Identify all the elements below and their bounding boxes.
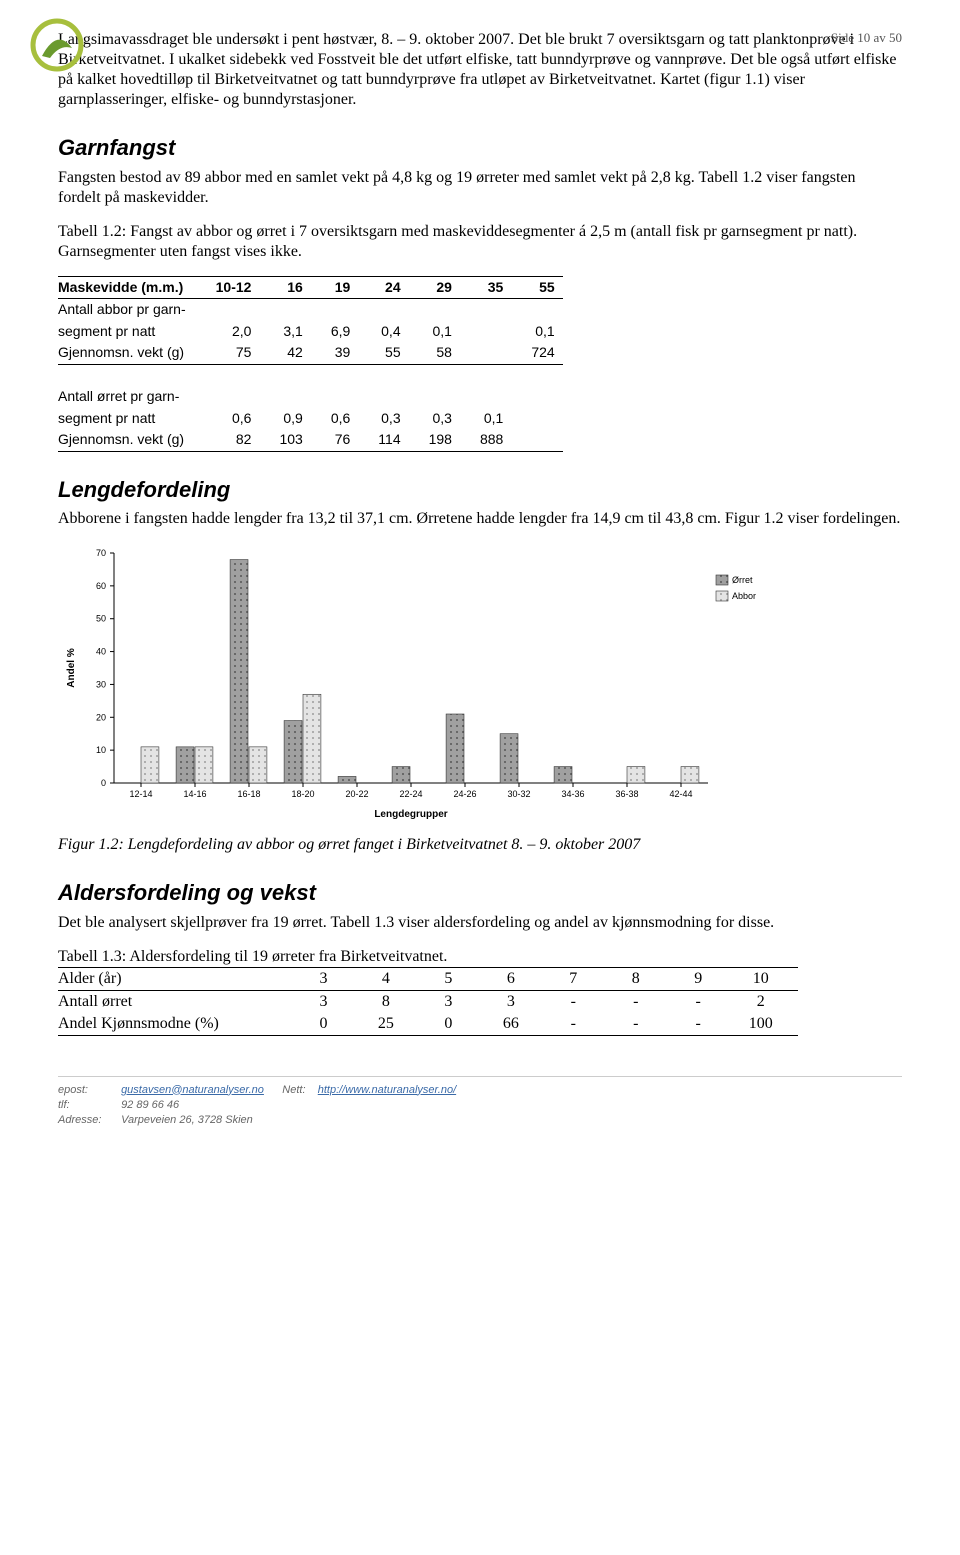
svg-text:Ørret: Ørret [732,575,753,585]
svg-text:22-24: 22-24 [399,789,422,799]
footer-tlf: 92 89 66 46 [121,1099,179,1111]
garnfangst-heading: Garnfangst [58,134,902,162]
aldersfordeling-heading: Aldersfordeling og vekst [58,879,902,907]
svg-text:30-32: 30-32 [507,789,530,799]
svg-text:Andel %: Andel % [66,648,77,688]
svg-text:16-18: 16-18 [237,789,260,799]
footer-adresse-label: Adresse: [58,1113,118,1128]
svg-text:Lengdegrupper: Lengdegrupper [374,809,447,820]
svg-text:14-16: 14-16 [183,789,206,799]
footer-adresse: Varpeveien 26, 3728 Skien [121,1114,253,1126]
aldersfordeling-paragraph: Det ble analysert skjellprøver fra 19 ør… [58,913,902,933]
svg-text:36-38: 36-38 [615,789,638,799]
lengdefordeling-paragraph: Abborene i fangsten hadde lengder fra 13… [58,509,902,529]
table13-caption: Tabell 1.3: Aldersfordeling til 19 ørret… [58,947,902,967]
footer-epost-label: epost: [58,1083,118,1098]
lengdefordeling-heading: Lengdefordeling [58,476,902,504]
svg-text:20-22: 20-22 [345,789,368,799]
logo [30,18,84,72]
page-number: Side 10 av 50 [831,30,902,46]
svg-text:30: 30 [96,679,106,689]
svg-text:60: 60 [96,581,106,591]
page-footer: epost: gustavsen@naturanalyser.no Nett: … [58,1076,902,1129]
table12-caption: Tabell 1.2: Fangst av abbor og ørret i 7… [58,222,902,262]
svg-text:24-26: 24-26 [453,789,476,799]
svg-text:70: 70 [96,548,106,558]
svg-text:42-44: 42-44 [669,789,692,799]
footer-epost-link[interactable]: gustavsen@naturanalyser.no [121,1084,264,1096]
garnfangst-paragraph: Fangsten bestod av 89 abbor med en samle… [58,168,902,208]
table-1-3: Alder (år)345678910Antall ørret3833---2A… [58,967,798,1036]
svg-text:Abbor: Abbor [732,591,756,601]
footer-tlf-label: tlf: [58,1098,118,1113]
footer-nett-label: Nett: [282,1084,305,1096]
svg-text:40: 40 [96,647,106,657]
svg-text:50: 50 [96,614,106,624]
table-1-2: Maskevidde (m.m.)10-12161924293555Antall… [58,276,563,452]
length-distribution-chart: 0 10 20 30 40 50 60 70 Andel % 12-14 14-16 16-18 18-… [58,543,902,829]
intro-paragraph: Langsimavassdraget ble undersøkt i pent … [58,30,902,110]
footer-nett-link[interactable]: http://www.naturanalyser.no/ [318,1084,456,1096]
svg-text:20: 20 [96,712,106,722]
figure-caption: Figur 1.2: Lengdefordeling av abbor og ø… [58,835,902,855]
svg-text:34-36: 34-36 [561,789,584,799]
svg-text:0: 0 [101,778,106,788]
svg-text:18-20: 18-20 [291,789,314,799]
svg-text:12-14: 12-14 [129,789,152,799]
svg-text:10: 10 [96,745,106,755]
